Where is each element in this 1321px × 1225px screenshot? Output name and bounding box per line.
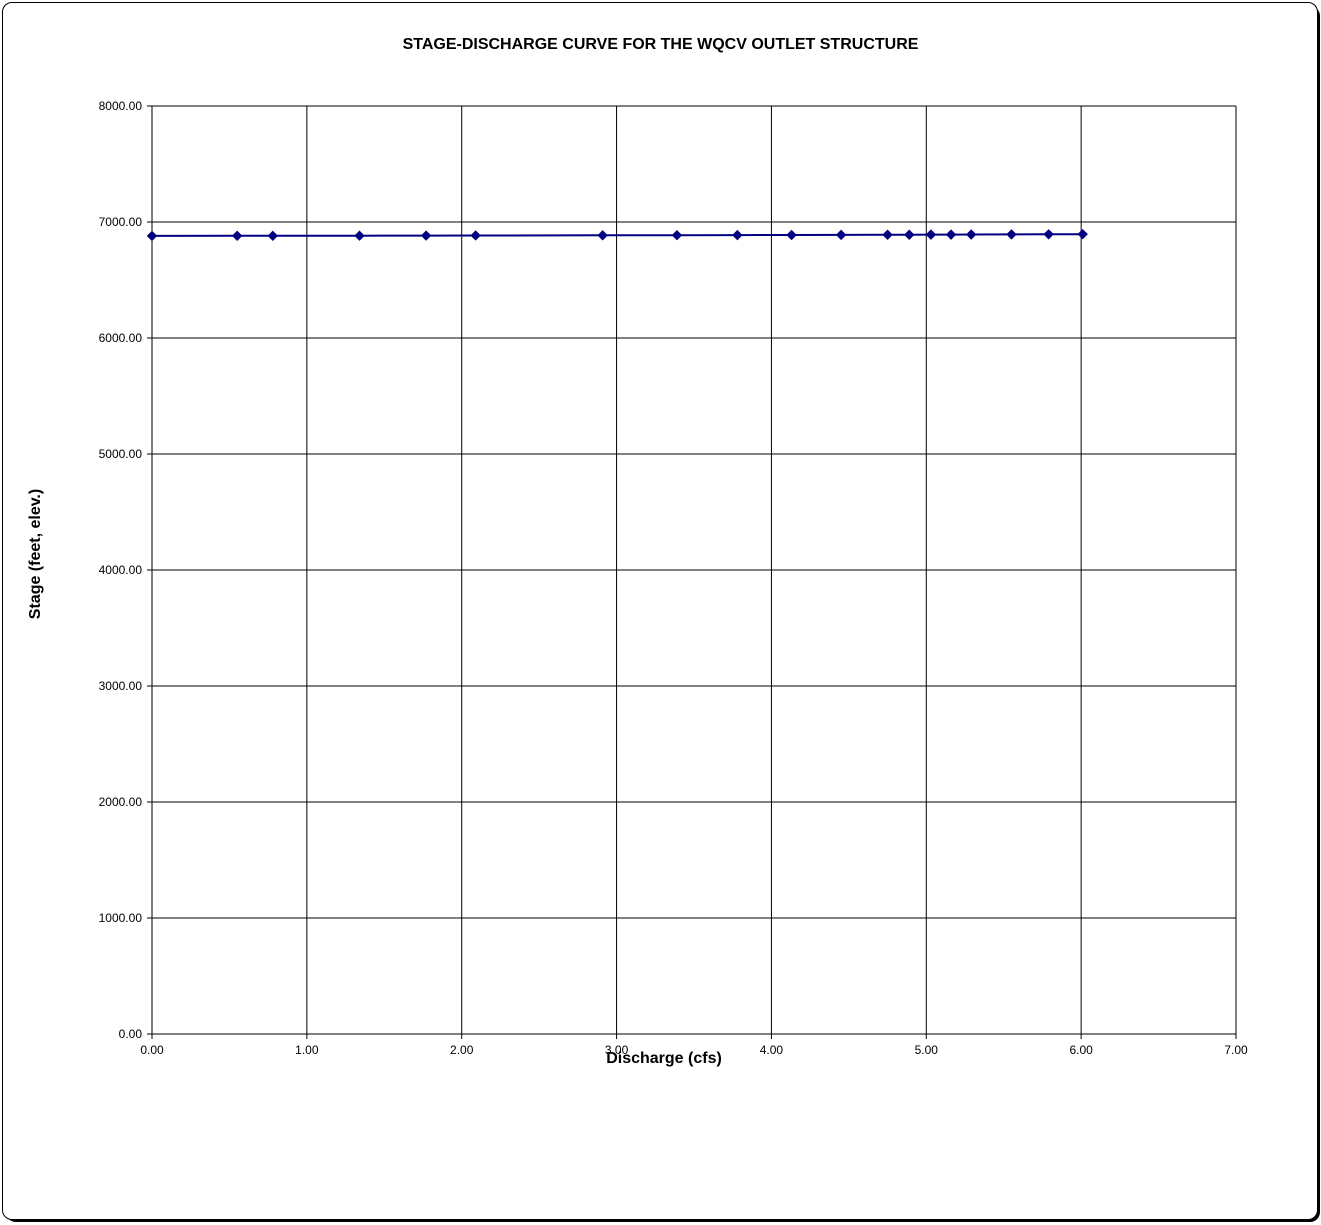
y-tick-label: 2000.00 xyxy=(99,795,143,809)
data-point xyxy=(1043,229,1054,240)
x-tick-label: 6.00 xyxy=(1069,1043,1093,1057)
data-point xyxy=(732,229,743,241)
data-point xyxy=(597,230,608,241)
axes xyxy=(147,105,1237,1039)
y-tick-label: 0.00 xyxy=(119,1027,143,1041)
data-point xyxy=(354,230,365,241)
x-tick-label: 0.00 xyxy=(140,1043,164,1057)
data-point xyxy=(1006,229,1017,240)
data-point xyxy=(882,229,893,240)
y-tick-label: 5000.00 xyxy=(99,447,143,461)
data-point xyxy=(231,230,243,242)
data-point xyxy=(420,230,432,241)
data-point xyxy=(671,230,683,241)
x-tick-label: 4.00 xyxy=(760,1043,784,1057)
x-tick-label: 5.00 xyxy=(915,1043,939,1057)
x-tick-label: 2.00 xyxy=(450,1043,474,1057)
data-point xyxy=(925,229,937,240)
data-point xyxy=(904,229,915,240)
tick-labels: 0.00 1.00 2.00 3.00 4.00 5.00 6.00 7.00 0.00 1000… xyxy=(99,99,1248,1057)
chart-title: STAGE-DISCHARGE CURVE FOR THE WQCV OUTLE… xyxy=(402,36,919,53)
y-tick-label: 1000.00 xyxy=(99,911,143,925)
data-series xyxy=(146,228,1088,242)
x-tick-label: 1.00 xyxy=(295,1043,319,1057)
y-axis-title: Stage (feet, elev.) xyxy=(27,489,44,619)
y-tick-label: 3000.00 xyxy=(99,679,143,693)
y-tick-label: 8000.00 xyxy=(99,99,143,113)
series-line xyxy=(151,233,1083,237)
x-axis-title: Discharge (cfs) xyxy=(606,1050,722,1067)
data-point xyxy=(146,230,158,242)
x-tick-label: 3.00 xyxy=(605,1043,629,1057)
y-tick-label: 7000.00 xyxy=(99,215,143,229)
y-tick-label: 6000.00 xyxy=(99,331,143,345)
data-point xyxy=(835,229,847,241)
data-point xyxy=(470,230,481,241)
data-point xyxy=(786,229,797,241)
grid-lines xyxy=(152,105,1237,1034)
y-tick-label: 4000.00 xyxy=(99,563,143,577)
x-tick-label: 7.00 xyxy=(1224,1043,1248,1057)
data-point xyxy=(267,230,278,242)
data-point xyxy=(945,229,957,240)
data-point xyxy=(965,229,977,240)
data-point xyxy=(1077,228,1088,240)
